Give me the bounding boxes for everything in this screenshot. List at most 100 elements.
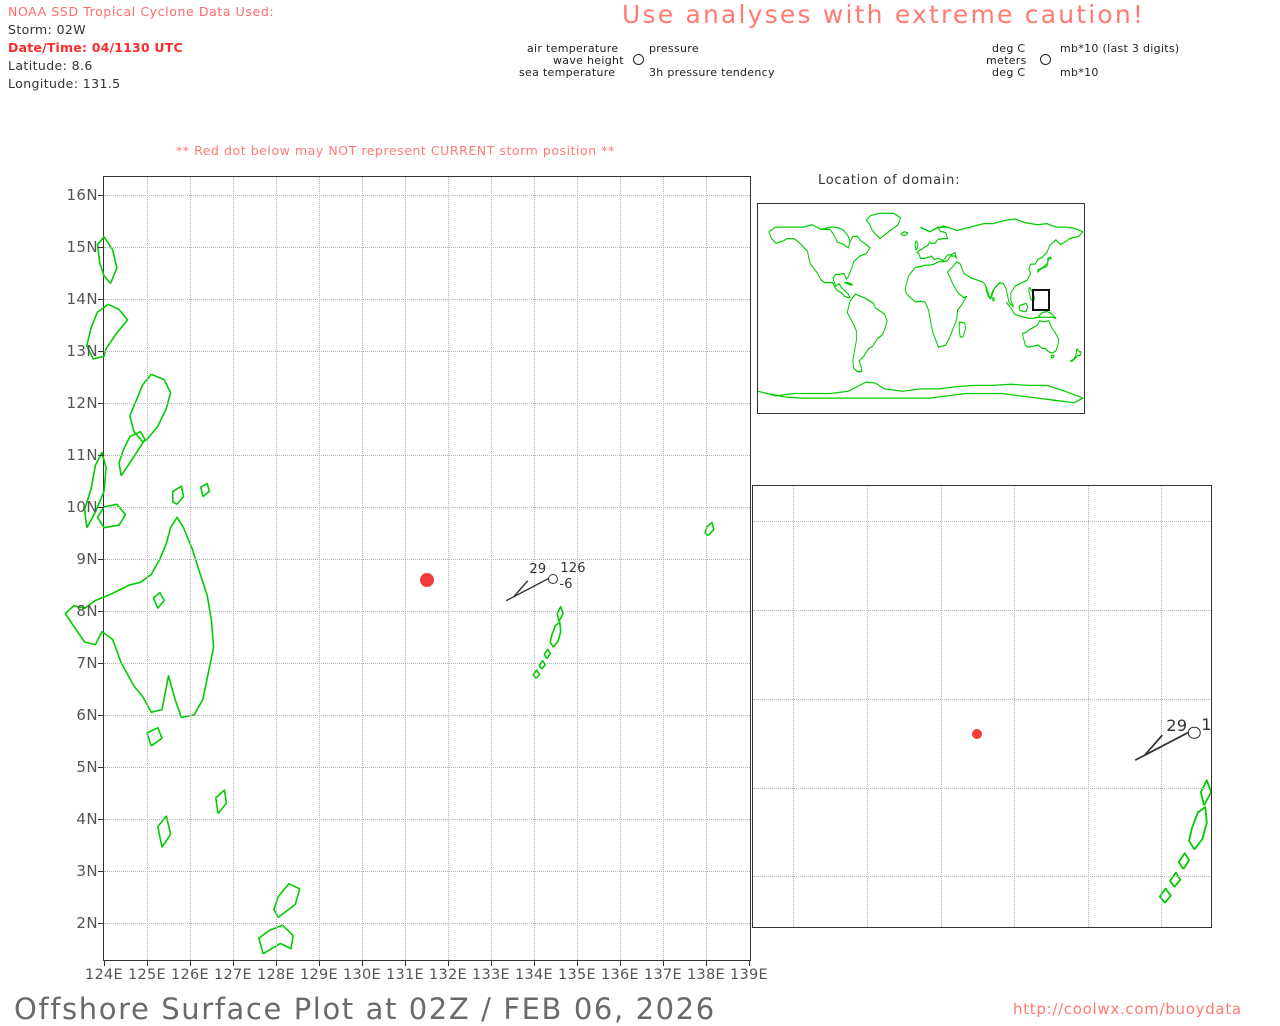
coastline-path: [1069, 347, 1082, 362]
axis-tick-label-y: 13N: [66, 342, 98, 361]
gridline-vertical: [577, 177, 578, 960]
gridline-vertical: [620, 177, 621, 960]
coastline-path: [172, 485, 185, 505]
gridline-horizontal: [104, 195, 750, 197]
tick-mark-x: [793, 927, 794, 928]
gridline-vertical: [491, 177, 492, 960]
domain-extent-box: [1032, 289, 1051, 312]
station-pressure: 126: [560, 560, 586, 576]
tick-mark-y: [98, 195, 104, 197]
storm-position-marker: [972, 729, 983, 740]
gridline-horizontal: [104, 766, 750, 768]
units-air-temperature: deg C: [992, 42, 1026, 55]
tick-mark-x: [620, 960, 621, 966]
coastline-path: [146, 726, 163, 747]
coastline-path: [1037, 256, 1052, 273]
tick-mark-y: [1211, 610, 1212, 611]
gridline-horizontal: [104, 870, 750, 872]
axis-tick-label-y: 6N: [76, 705, 98, 724]
axis-tick-label-x: 131E: [385, 967, 425, 983]
coastline-path: [258, 924, 294, 955]
station-circle-icon: [1188, 726, 1201, 739]
coastline-path: [273, 882, 301, 919]
axis-tick-label-y: 15N: [66, 238, 98, 257]
coastline-path: [64, 516, 215, 719]
coastline-path: [200, 482, 211, 498]
coastline-path: [83, 451, 107, 529]
gridline-horizontal: [104, 247, 750, 249]
gridline-vertical: [706, 177, 707, 960]
wind-barb-icon: [505, 578, 549, 602]
coastline-path: [556, 605, 565, 622]
inset-map-overlay: 29 1: [753, 486, 1211, 927]
gridline-horizontal: [753, 787, 1211, 789]
axis-tick-label-x: 132E: [428, 967, 468, 983]
legend-air-temperature: air temperature: [527, 42, 619, 55]
units-sea-temperature: deg C: [992, 66, 1026, 79]
tick-mark-y: [98, 714, 104, 716]
coastline-path: [768, 231, 871, 299]
gridline-horizontal: [104, 714, 750, 716]
axis-tick-label-y: 9N: [76, 549, 98, 568]
tick-mark-x: [749, 960, 750, 966]
gridline-vertical: [1161, 486, 1163, 927]
tick-mark-x: [663, 960, 664, 966]
coastline-path: [1022, 320, 1060, 354]
axis-tick-label-y: 10N: [66, 497, 98, 516]
coastline-path: [985, 282, 1001, 300]
axis-tick-label-y: 2N: [76, 913, 98, 932]
coastline-path: [152, 591, 166, 609]
tick-mark-y: [98, 403, 104, 405]
gridline-vertical: [793, 486, 795, 927]
coastline-path: [1169, 871, 1182, 888]
locator-map-panel[interactable]: [757, 203, 1085, 414]
axis-tick-label-x: 134E: [514, 967, 554, 983]
tick-mark-y: [98, 506, 104, 508]
coastline-path: [844, 281, 853, 286]
legend-sea-temperature: sea temperature: [519, 66, 616, 79]
gridline-horizontal: [104, 299, 750, 301]
coastline-path: [768, 224, 851, 249]
tick-mark-y: [98, 766, 104, 768]
tick-mark-y: [98, 558, 104, 560]
locator-map-title: Location of domain:: [818, 173, 961, 188]
axis-tick-label-x: 138E: [686, 967, 726, 983]
coastline-path: [1018, 302, 1029, 313]
axis-tick-label-y: 5N: [76, 757, 98, 776]
units-wave-height: meters: [986, 54, 1027, 67]
main-map-panel[interactable]: 124E 125E 126E 127E 128E 129E 130E 131E 132E 133E…: [64, 176, 768, 983]
axis-tick-label-y: 4N: [76, 809, 98, 828]
coastline-path: [85, 303, 129, 360]
axis-tick-label-y: 3N: [76, 861, 98, 880]
coastline-path: [904, 225, 1084, 348]
source-url-link[interactable]: http://coolwx.com/buoydata: [1013, 1000, 1242, 1018]
tick-mark-x: [147, 960, 148, 966]
axis-tick-label-x: 126E: [170, 967, 210, 983]
tick-mark-x: [706, 960, 707, 966]
tick-mark-y: [1211, 521, 1212, 522]
tick-mark-y: [98, 870, 104, 872]
coastline-path: [758, 381, 1084, 404]
gridline-horizontal: [753, 876, 1211, 878]
coastline-path: [1188, 806, 1208, 851]
tick-mark-y: [98, 454, 104, 456]
tick-mark-y: [98, 299, 104, 301]
units-pressure: mb*10 (last 3 digits): [1060, 42, 1180, 55]
gridline-horizontal: [104, 403, 750, 405]
tick-mark-y: [1211, 788, 1212, 789]
tick-mark-x: [190, 960, 191, 966]
tick-mark-x: [1014, 927, 1015, 928]
tick-mark-x: [941, 927, 942, 928]
gridline-vertical: [190, 177, 191, 960]
coastline-path: [215, 789, 228, 815]
coastline-path: [96, 503, 127, 529]
tick-mark-x: [448, 960, 449, 966]
coastline-path: [846, 293, 888, 373]
axis-tick-label-y: 14N: [66, 290, 98, 309]
gridline-horizontal: [753, 521, 1211, 523]
axis-tick-label-x: 129E: [299, 967, 339, 983]
gridline-horizontal: [104, 922, 750, 924]
inset-map-panel[interactable]: 129E130E131E132E133E134E7N8N9N10N11N 291: [752, 485, 1212, 928]
axis-tick-label-x: 125E: [127, 967, 167, 983]
tick-mark-y: [1211, 876, 1212, 877]
